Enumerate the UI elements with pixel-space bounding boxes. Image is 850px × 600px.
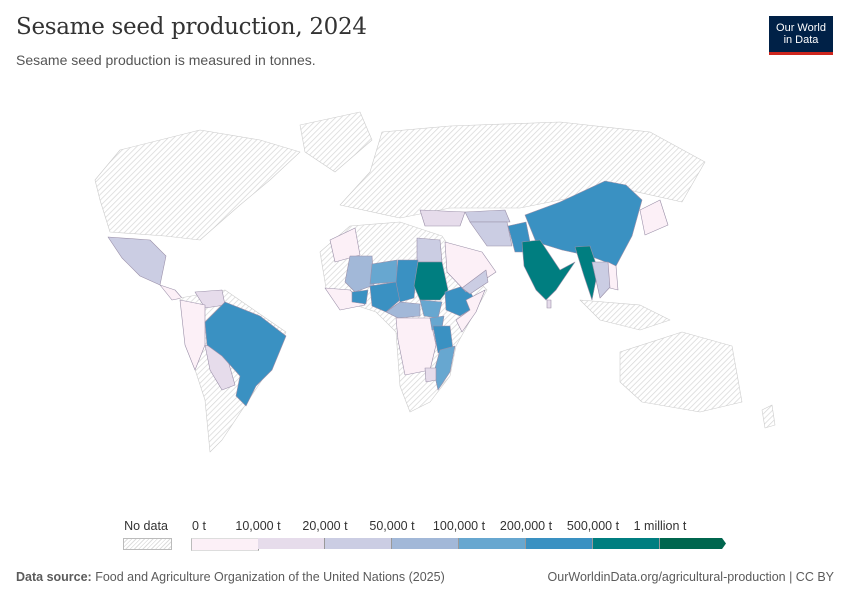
owid-logo[interactable]: Our World in Data — [769, 16, 833, 55]
data-source: Data source: Food and Agriculture Organi… — [16, 570, 445, 584]
legend-bin-swatch[interactable] — [325, 538, 392, 549]
logo-line-2: in Data — [783, 34, 819, 46]
legend-tick-label: 1 million t — [633, 519, 687, 533]
country-burkina[interactable] — [351, 289, 369, 305]
source-label: Data source: — [16, 570, 92, 584]
country-southeast-asia-islands[interactable] — [579, 299, 671, 331]
legend-tick-label: 200,000 t — [499, 519, 553, 533]
country-sri-lanka[interactable] — [546, 299, 552, 309]
world-map[interactable] — [0, 80, 850, 510]
country-australia[interactable] — [619, 331, 743, 413]
country-central-america[interactable] — [159, 284, 183, 301]
country-central-asia[interactable] — [464, 209, 511, 223]
legend-bin-swatch[interactable] — [191, 538, 259, 551]
country-japan-korea[interactable] — [639, 199, 669, 236]
country-colombia-peru[interactable] — [179, 299, 206, 371]
subtitle: Sesame seed production is measured in to… — [16, 52, 316, 68]
country-turkey-caucasus[interactable] — [419, 209, 466, 227]
legend-no-data-label: No data — [124, 519, 168, 533]
country-iran-afghanistan[interactable] — [469, 221, 513, 247]
country-yemen-oman[interactable] — [461, 269, 489, 295]
country-sudan[interactable] — [413, 261, 449, 301]
country-mali[interactable] — [344, 255, 375, 293]
country-west-africa-pale[interactable] — [324, 287, 366, 311]
country-brazil[interactable] — [204, 301, 287, 407]
source-url[interactable]: OurWorldinData.org/agricultural-producti… — [547, 570, 834, 584]
legend-tick-label: 20,000 t — [302, 519, 348, 533]
country-mexico[interactable] — [107, 236, 167, 286]
country-chad[interactable] — [395, 259, 419, 303]
country-north-america[interactable] — [94, 129, 301, 241]
country-india[interactable] — [521, 239, 576, 301]
country-north-africa-pale[interactable] — [329, 227, 361, 263]
legend-bin-swatch[interactable] — [258, 538, 325, 549]
legend-bin-swatch[interactable] — [459, 538, 526, 549]
legend-tick-label: 50,000 t — [369, 519, 415, 533]
legend-bin-swatch[interactable] — [660, 538, 726, 549]
country-thailand-laos[interactable] — [591, 261, 613, 299]
legend-tick-label: 0 t — [192, 519, 206, 533]
legend-bin-swatch[interactable] — [526, 538, 593, 549]
legend-bin-swatch[interactable] — [593, 538, 660, 549]
country-egypt[interactable] — [416, 237, 443, 263]
country-car-cameroon[interactable] — [385, 301, 421, 319]
country-nigeria[interactable] — [369, 281, 401, 313]
country-vietnam[interactable] — [607, 261, 619, 291]
legend-bin-swatch[interactable] — [392, 538, 459, 549]
country-niger[interactable] — [369, 259, 398, 285]
page-title: Sesame seed production, 2024 — [16, 14, 367, 40]
source-text[interactable]: Food and Agriculture Organization of the… — [95, 570, 445, 584]
country-myanmar[interactable] — [574, 245, 599, 301]
logo-line-1: Our World — [776, 22, 826, 34]
country-greenland[interactable] — [299, 111, 373, 173]
country-china[interactable] — [524, 180, 643, 267]
legend-tick-label: 100,000 t — [432, 519, 486, 533]
legend-no-data-swatch[interactable] — [123, 538, 172, 550]
legend-tick-label: 500,000 t — [566, 519, 620, 533]
country-somalia[interactable] — [455, 289, 486, 333]
legend-tick-label: 10,000 t — [235, 519, 281, 533]
country-zimbabwe[interactable] — [424, 367, 437, 383]
country-russia-europe[interactable] — [339, 121, 706, 219]
country-new-zealand[interactable] — [761, 404, 776, 429]
